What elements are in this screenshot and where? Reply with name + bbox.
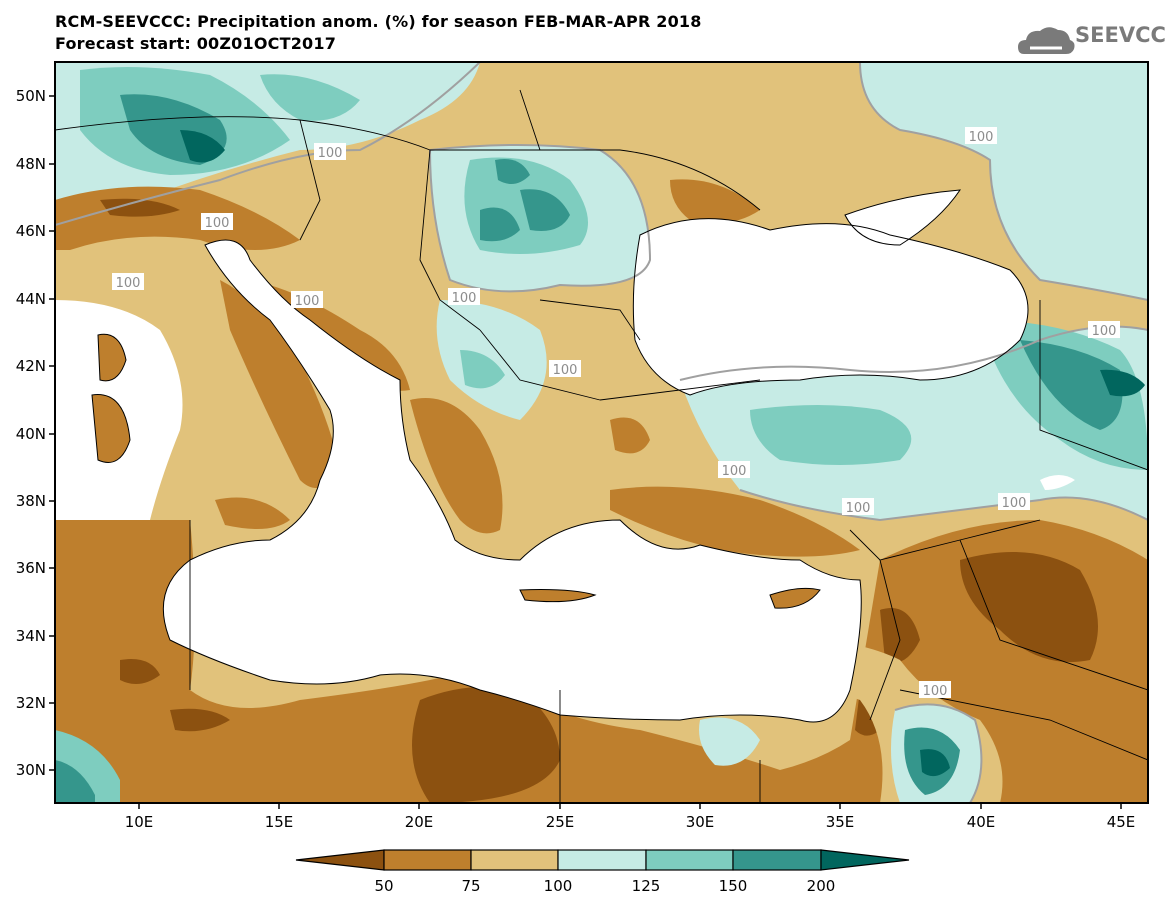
lat-label: 34N bbox=[16, 627, 46, 645]
lat-label: 50N bbox=[16, 87, 46, 105]
contour-label: 100 bbox=[452, 291, 477, 306]
cyprus bbox=[770, 588, 820, 609]
legend-tick: 100 bbox=[544, 877, 573, 895]
legend-swatch-125-150 bbox=[645, 849, 734, 871]
contour-label: 100 bbox=[295, 294, 320, 309]
black-sea bbox=[633, 218, 1028, 395]
lat-label: 40N bbox=[16, 425, 46, 443]
lat-label: 46N bbox=[16, 222, 46, 240]
legend-tick: 50 bbox=[374, 877, 393, 895]
mediterranean-sea bbox=[163, 240, 862, 722]
lat-label: 32N bbox=[16, 694, 46, 712]
legend-swatch-100-125 bbox=[557, 849, 647, 871]
lon-label: 15E bbox=[265, 813, 294, 831]
contour-label: 100 bbox=[846, 501, 871, 516]
contour-label: 100 bbox=[969, 130, 994, 145]
contour-label: 100 bbox=[553, 363, 578, 378]
legend-swatch-75-100 bbox=[470, 849, 559, 871]
lon-label: 40E bbox=[967, 813, 996, 831]
lon-label: 25E bbox=[546, 813, 575, 831]
contour-label: 100 bbox=[116, 276, 141, 291]
lat-label: 36N bbox=[16, 559, 46, 577]
logo-text: SEEVCCC bbox=[1075, 23, 1165, 47]
lat-label: 48N bbox=[16, 155, 46, 173]
legend-swatch-below-50 bbox=[295, 849, 385, 871]
lon-label: 20E bbox=[405, 813, 434, 831]
lon-label: 10E bbox=[125, 813, 154, 831]
lon-label: 30E bbox=[686, 813, 715, 831]
lat-label: 38N bbox=[16, 492, 46, 510]
legend-swatch-50-75 bbox=[383, 849, 472, 871]
legend-swatch-150-200 bbox=[732, 849, 822, 871]
cloud-icon bbox=[1018, 27, 1075, 54]
legend-swatch-above-200 bbox=[820, 849, 910, 871]
sea-of-azov bbox=[845, 190, 960, 245]
forecast-start: Forecast start: 00Z01OCT2017 bbox=[55, 34, 337, 53]
lon-label: 45E bbox=[1107, 813, 1136, 831]
contour-label: 100 bbox=[318, 146, 343, 161]
lat-label: 42N bbox=[16, 357, 46, 375]
contour-label: 100 bbox=[923, 684, 948, 699]
contour-label: 100 bbox=[1002, 496, 1027, 511]
legend-tick: 75 bbox=[461, 877, 480, 895]
lat-label: 44N bbox=[16, 290, 46, 308]
contour-label: 100 bbox=[722, 464, 747, 479]
crete bbox=[520, 589, 595, 602]
legend-tick: 150 bbox=[719, 877, 748, 895]
map-title: RCM-SEEVCCC: Precipitation anom. (%) for… bbox=[55, 12, 702, 31]
contour-label: 100 bbox=[1092, 324, 1117, 339]
color-legend bbox=[295, 849, 910, 871]
legend-tick: 125 bbox=[632, 877, 661, 895]
lat-label: 30N bbox=[16, 761, 46, 779]
contour-label: 100 bbox=[205, 216, 230, 231]
legend-tick: 200 bbox=[807, 877, 836, 895]
map-frame bbox=[54, 61, 1149, 804]
lon-label: 35E bbox=[826, 813, 855, 831]
